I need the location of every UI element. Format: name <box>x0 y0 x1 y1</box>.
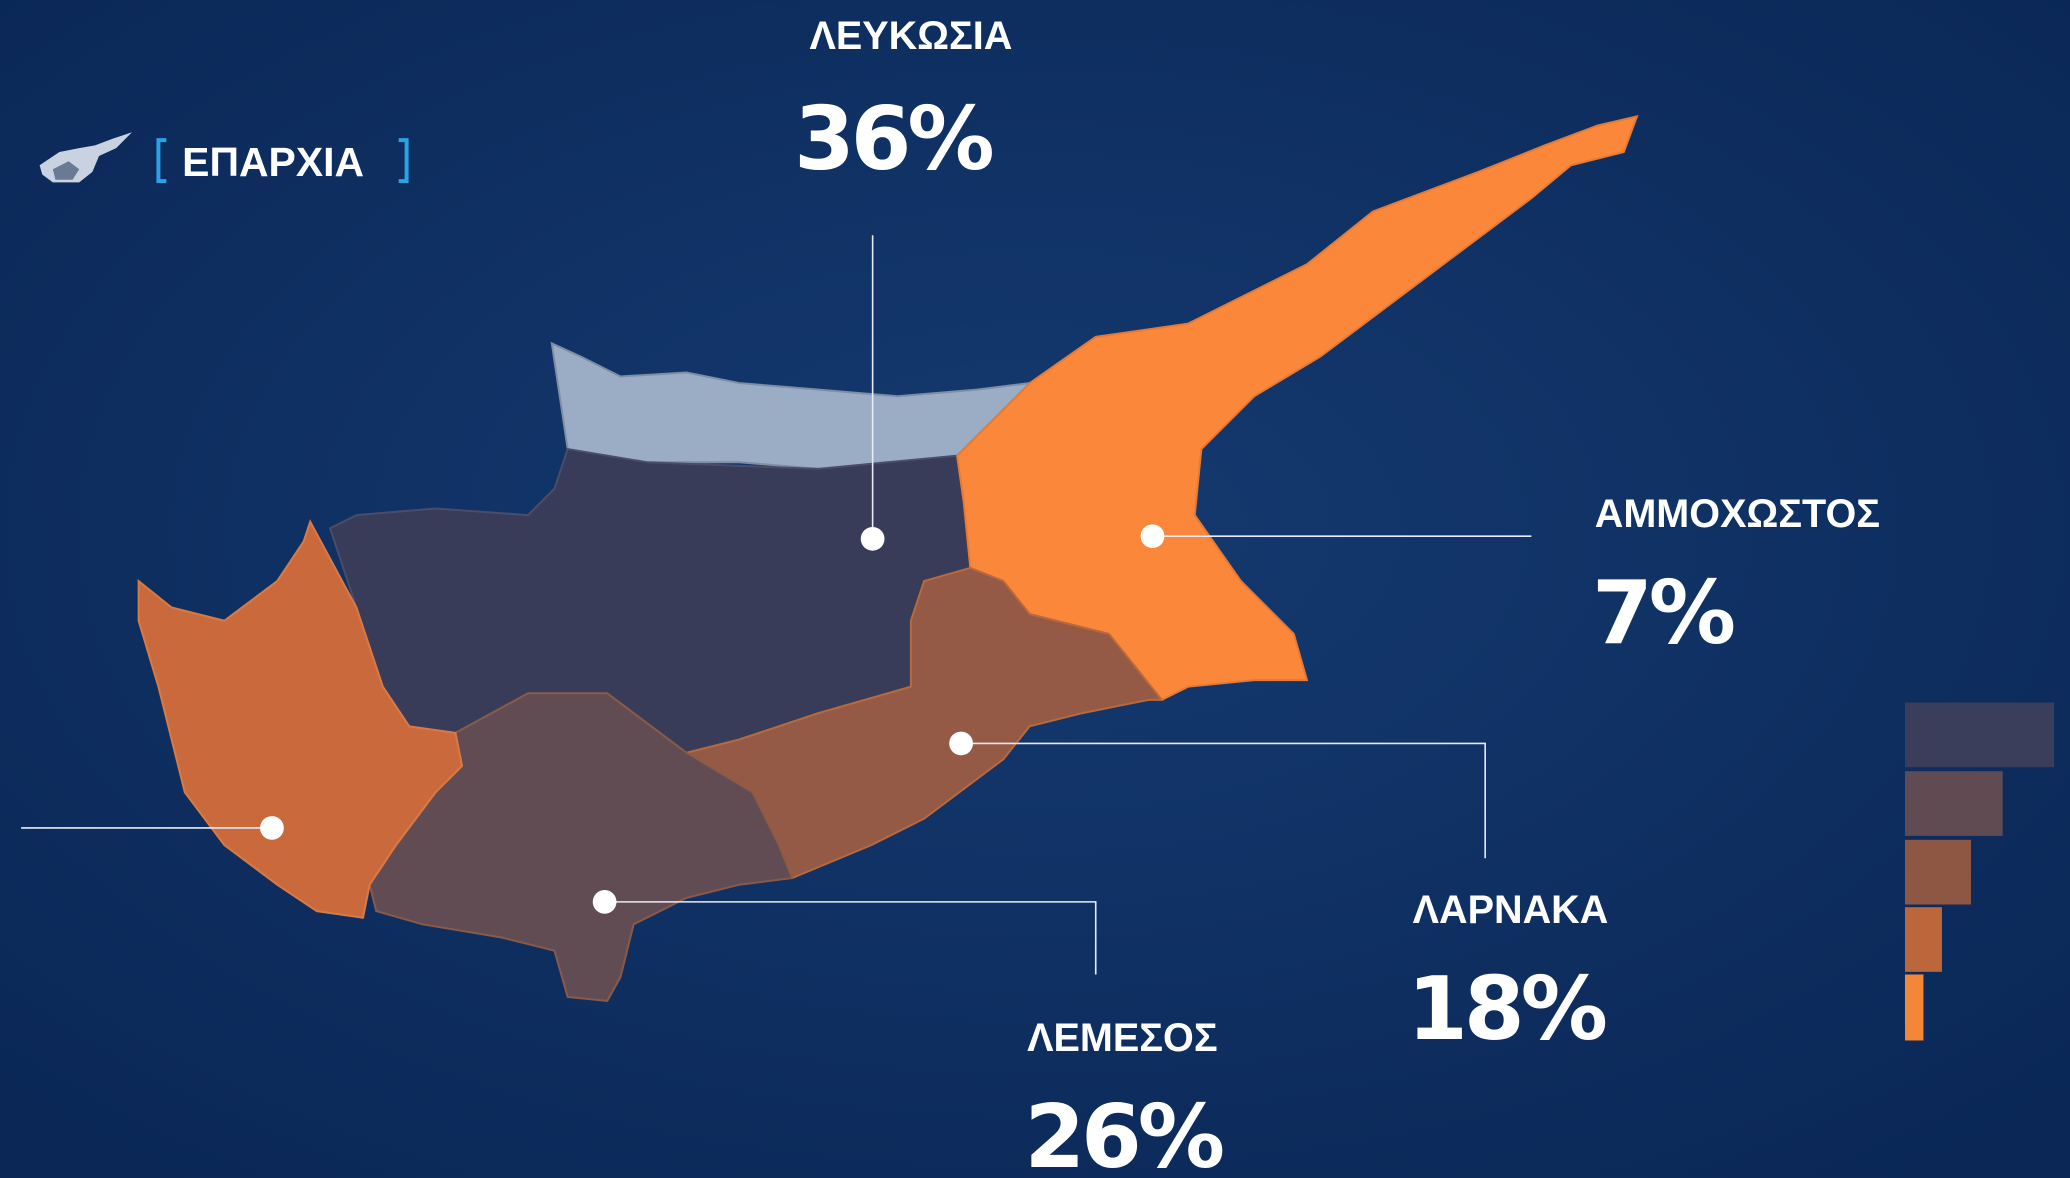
region-name: ΛΕΜΕΣΟΣ <box>1027 1016 1218 1060</box>
bracket-left <box>156 138 167 184</box>
marker-dot <box>860 526 885 551</box>
region-name: ΛΕΥΚΩΣΙΑ <box>809 14 1012 58</box>
legend-swatch <box>1904 771 2003 836</box>
region-larnaca <box>683 566 1164 880</box>
region-value: 36% <box>794 88 992 190</box>
marker-dot <box>260 816 284 840</box>
region-value: 26% <box>1024 1086 1222 1178</box>
map <box>137 115 1639 1002</box>
region-paphos <box>137 519 464 919</box>
marker-dot <box>1140 524 1165 549</box>
region-name: ΛΑΡΝΑΚΑ <box>1413 888 1609 932</box>
marker-dot <box>949 731 973 756</box>
header-icon-detail <box>52 161 80 180</box>
leader-line <box>604 901 1097 975</box>
leader-line <box>961 742 1486 859</box>
legend-swatch <box>1904 702 2055 768</box>
marker-dot <box>592 889 617 914</box>
region-value: 18% <box>1407 958 1605 1060</box>
header-title: ΕΠΑΡΧΙΑ <box>182 139 364 185</box>
legend-swatch <box>1904 907 1942 972</box>
region-name: ΑΜΜΟΧΩΣΤΟΣ <box>1595 492 1880 536</box>
legend-swatch <box>1904 839 1971 905</box>
legend-swatch <box>1904 974 1924 1041</box>
bracket-right <box>398 138 409 184</box>
color-legend <box>1904 702 2055 1041</box>
region-value: 7% <box>1592 562 1734 664</box>
